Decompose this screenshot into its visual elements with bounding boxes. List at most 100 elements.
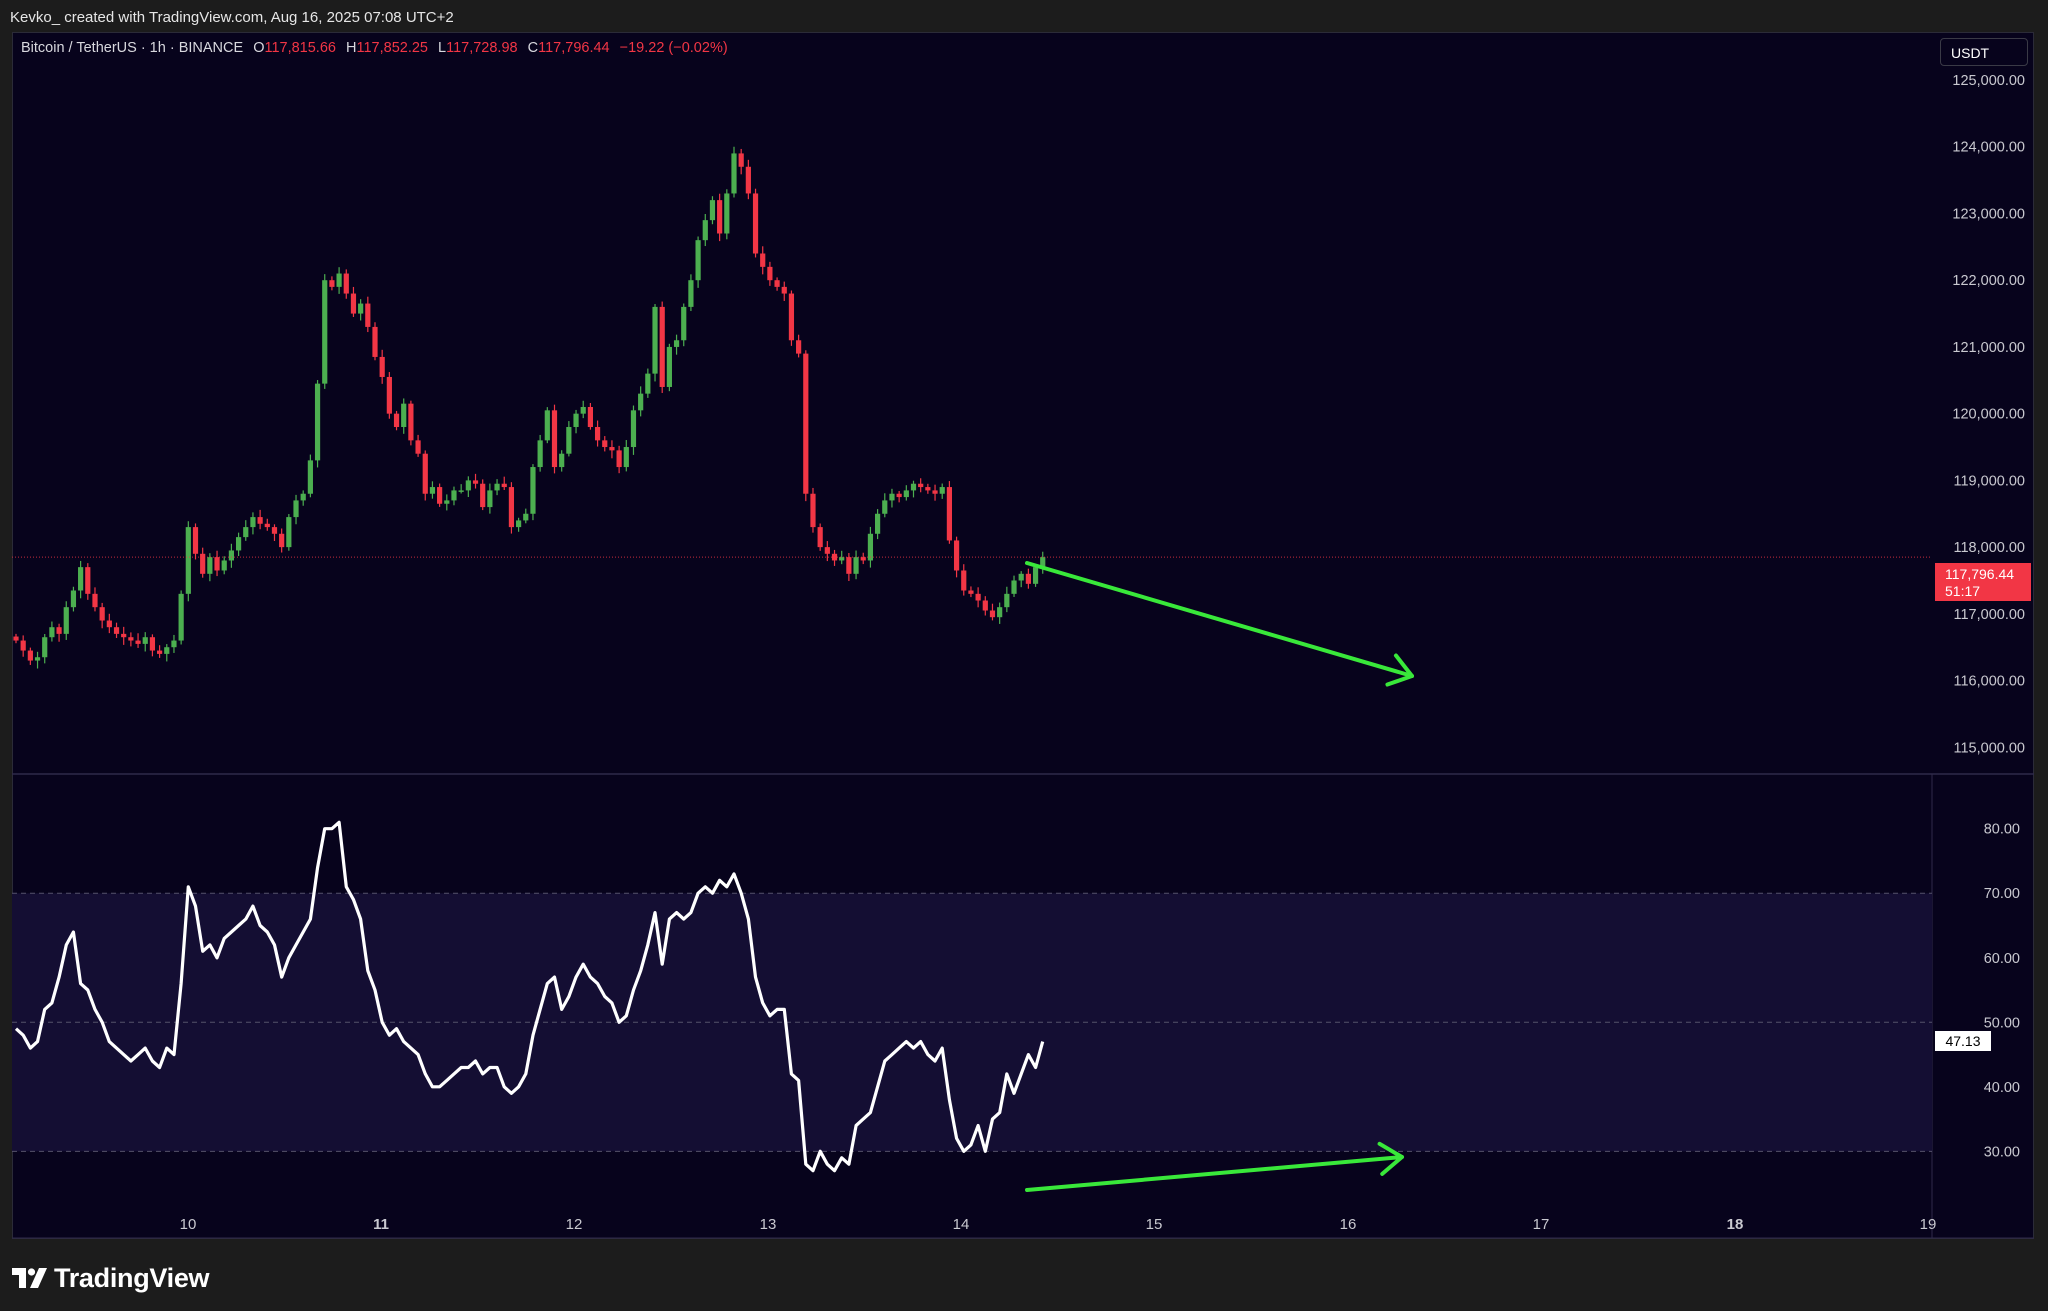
tradingview-logo[interactable]: TradingView <box>12 1258 210 1298</box>
candle-body <box>78 567 84 591</box>
candle-body <box>695 240 701 281</box>
candle-body <box>42 637 48 658</box>
candle-body <box>717 200 723 234</box>
candle-body <box>551 410 558 468</box>
candle-body <box>257 517 263 524</box>
candle-body <box>379 356 385 377</box>
candle-body <box>516 520 522 528</box>
time-axis-label: 12 <box>566 1216 583 1233</box>
candle-body <box>673 340 680 347</box>
candle-body <box>480 483 486 508</box>
candle-body <box>300 493 306 501</box>
candle-body <box>92 593 98 608</box>
candle-body <box>27 650 33 661</box>
candle-body <box>839 557 845 561</box>
price-axis-tick-label: 123,000.00 <box>1952 206 2025 222</box>
candle-body <box>99 607 105 621</box>
candle-body <box>465 480 471 491</box>
high-label: H <box>346 40 357 56</box>
rsi-value-badge: 47.13 <box>1935 1031 1991 1051</box>
candle-body <box>659 306 665 387</box>
candle-body <box>602 440 608 448</box>
time-axis-label: 13 <box>760 1216 777 1233</box>
symbol-legend[interactable]: Bitcoin / TetherUS · 1h · BINANCE O117,8… <box>21 40 728 56</box>
candle-body <box>932 490 938 494</box>
candle-body <box>401 403 407 428</box>
candle-body <box>1018 573 1024 581</box>
candle-body <box>559 453 565 468</box>
candle-body <box>810 493 816 528</box>
open-label: O <box>253 40 265 56</box>
candle-body <box>293 500 299 518</box>
price-trend-arrow-line <box>1025 561 1414 678</box>
candle-body <box>207 557 213 574</box>
open-value: 117,815.66 <box>264 40 336 56</box>
time-axis-label: 16 <box>1340 1216 1357 1233</box>
candle-body <box>853 557 859 574</box>
candle-body <box>250 517 256 528</box>
candle-body <box>724 193 730 234</box>
candle-body <box>824 547 830 554</box>
candle-body <box>271 527 278 534</box>
candle-body <box>13 636 19 641</box>
candle-body <box>767 266 773 281</box>
candle-body <box>243 527 249 538</box>
candle-body <box>1011 580 1017 594</box>
rsi-axis-tick-label: 40.00 <box>1984 1080 2020 1096</box>
currency-button[interactable]: USDT <box>1940 38 2028 66</box>
candle-body <box>896 493 902 498</box>
candle-body <box>961 570 967 591</box>
price-axis-tick-label: 124,000.00 <box>1952 140 2025 156</box>
candle-body <box>781 286 787 294</box>
price-trend-arrow-head <box>1385 653 1414 687</box>
candle-body <box>157 650 163 654</box>
candle-body <box>178 593 184 641</box>
candle-body <box>1032 567 1039 584</box>
candle-body <box>587 406 593 428</box>
candle-body <box>918 483 924 488</box>
time-axis-label: 15 <box>1146 1216 1163 1233</box>
price-axis-tick-label: 120,000.00 <box>1952 407 2025 423</box>
candle-body <box>372 326 378 357</box>
candle-body <box>1004 593 1010 608</box>
symbol-name[interactable]: Bitcoin / TetherUS · 1h · BINANCE <box>21 40 244 56</box>
rsi-trend-arrow-head <box>1377 1141 1404 1176</box>
candle-body <box>544 410 550 441</box>
close-value: 117,796.44 <box>538 40 610 56</box>
candle-body <box>494 483 500 491</box>
candle-body <box>164 647 170 654</box>
brand-name: TradingView <box>54 1262 210 1293</box>
candle-body <box>185 527 191 594</box>
candle-body <box>817 527 823 548</box>
candle-body <box>953 540 960 571</box>
candle-body <box>939 487 945 494</box>
candle-body <box>322 280 328 384</box>
candle-body <box>501 483 507 488</box>
candle-body <box>566 427 572 454</box>
price-axis-tick-label: 119,000.00 <box>1954 473 2026 489</box>
low-label: L <box>438 40 447 56</box>
candle-body <box>975 593 981 601</box>
candle-body <box>458 490 464 492</box>
candle-body <box>882 500 888 514</box>
candle-body <box>444 500 450 504</box>
candle-body <box>350 293 357 314</box>
candle-body <box>846 557 852 574</box>
candle-body <box>638 393 644 411</box>
candle-body <box>645 373 651 394</box>
time-axis-label: 14 <box>953 1216 970 1233</box>
candle-body <box>221 560 227 571</box>
candle-body <box>329 280 335 287</box>
candle-body <box>688 280 694 307</box>
time-axis-label: 17 <box>1533 1216 1550 1233</box>
candle-body <box>709 200 716 221</box>
candle-body <box>142 637 148 644</box>
time-axis-label: 11 <box>373 1216 389 1233</box>
candle-body <box>580 406 586 414</box>
candle-body <box>437 487 443 504</box>
candle-body <box>70 590 77 608</box>
candle-body <box>616 450 622 468</box>
time-axis-label: 10 <box>180 1216 197 1233</box>
price-axis-tick-label: 116,000.00 <box>1954 674 2026 690</box>
